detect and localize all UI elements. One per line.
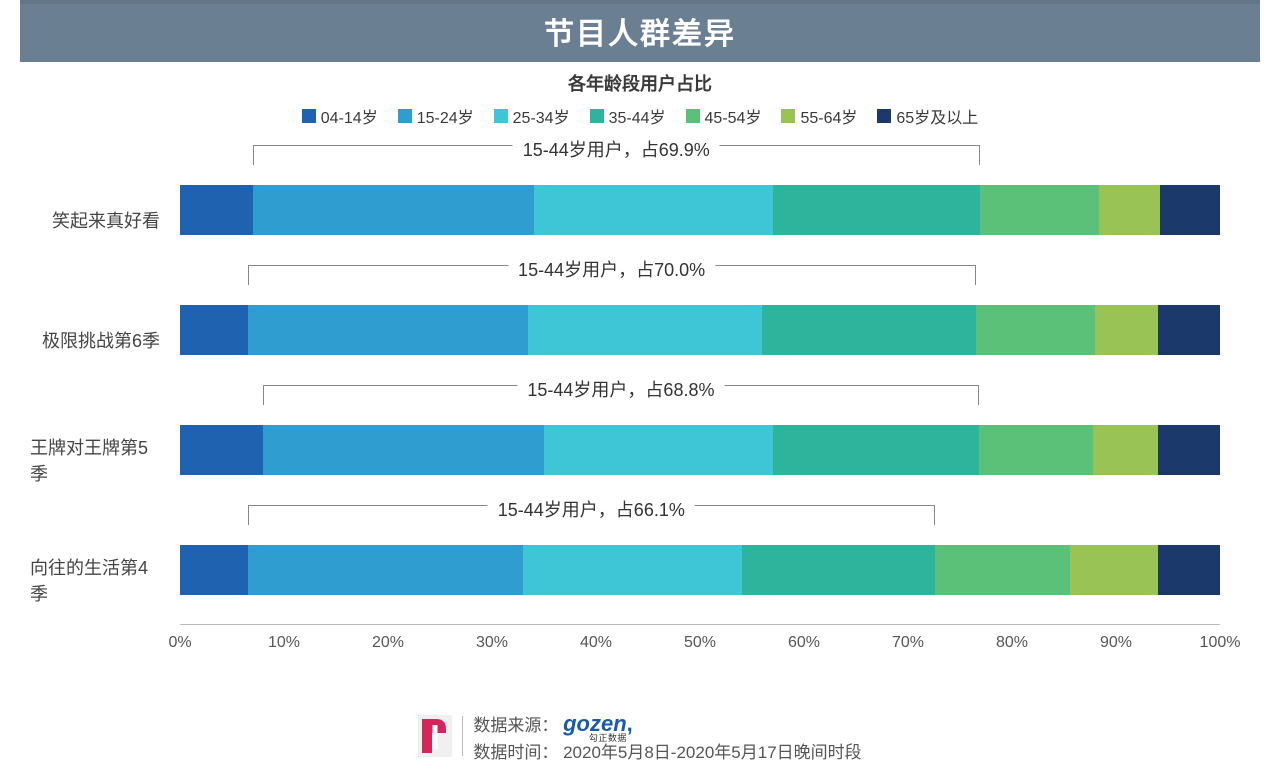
x-axis: 0%10%20%30%40%50%60%70%80%90%100% — [180, 624, 1220, 664]
bar-segment — [263, 425, 544, 475]
bar-segment — [762, 305, 975, 355]
time-label: 数据时间： — [473, 743, 558, 762]
title-bar: 节目人群差异 — [20, 0, 1260, 62]
legend-swatch — [781, 109, 795, 123]
bar-segment — [935, 545, 1070, 595]
x-tick: 50% — [684, 634, 716, 652]
x-axis-line — [180, 624, 1220, 625]
legend-label: 15-24岁 — [417, 104, 474, 128]
bracket: 15-44岁用户，占68.8% — [263, 385, 979, 405]
x-tick: 40% — [580, 634, 612, 652]
legend-item: 65岁及以上 — [877, 104, 978, 128]
bar-segment — [523, 545, 741, 595]
bar-segment — [180, 425, 263, 475]
legend-label: 65岁及以上 — [896, 104, 978, 128]
legend-swatch — [590, 109, 604, 123]
footer-text: 数据来源： gozen, 勾正数据 数据时间： 2020年5月8日-2020年5… — [473, 707, 861, 766]
legend-swatch — [302, 109, 316, 123]
bar-segment — [1070, 545, 1157, 595]
bar-segment — [1095, 305, 1157, 355]
bar-segment — [248, 545, 524, 595]
legend-label: 55-64岁 — [800, 104, 857, 128]
legend-swatch — [686, 109, 700, 123]
chart-row: 向往的生活第4季15-44岁用户，占66.1% — [180, 500, 1220, 620]
bracket-label: 15-44岁用户，占69.9% — [513, 136, 720, 162]
bar-segment — [980, 185, 1100, 235]
bar-segment — [534, 185, 773, 235]
bar-segment — [742, 545, 935, 595]
stacked-bar — [180, 545, 1220, 595]
bar-segment — [180, 545, 248, 595]
x-tick: 70% — [892, 634, 924, 652]
legend-label: 35-44岁 — [609, 104, 666, 128]
bar-segment — [248, 305, 529, 355]
bracket: 15-44岁用户，占66.1% — [248, 505, 935, 525]
bracket-label: 15-44岁用户，占66.1% — [488, 496, 695, 522]
bar-segment — [1160, 185, 1220, 235]
legend-item: 35-44岁 — [590, 104, 666, 128]
bar-segment — [976, 305, 1096, 355]
bar-segment — [253, 185, 534, 235]
bar-segment — [1158, 545, 1220, 595]
bracket: 15-44岁用户，占70.0% — [248, 265, 976, 285]
row-label: 极限挑战第6季 — [30, 260, 170, 380]
bar-segment — [1158, 425, 1220, 475]
stacked-bar — [180, 425, 1220, 475]
bar-segment — [1158, 305, 1220, 355]
chart-row: 极限挑战第6季15-44岁用户，占70.0% — [180, 260, 1220, 380]
x-tick: 90% — [1100, 634, 1132, 652]
x-tick: 20% — [372, 634, 404, 652]
stacked-bar — [180, 185, 1220, 235]
bar-segment — [1093, 425, 1157, 475]
x-tick: 30% — [476, 634, 508, 652]
page-title: 节目人群差异 — [544, 9, 736, 53]
chart-row: 笑起来真好看15-44岁用户，占69.9% — [180, 140, 1220, 260]
legend-item: 45-54岁 — [686, 104, 762, 128]
legend-item: 55-64岁 — [781, 104, 857, 128]
chart-subtitle: 各年龄段用户占比 — [0, 70, 1280, 96]
row-label: 向往的生活第4季 — [30, 500, 170, 620]
bar-segment — [180, 185, 253, 235]
chart-row: 王牌对王牌第5季15-44岁用户，占68.8% — [180, 380, 1220, 500]
top-shadow — [20, 0, 1260, 4]
x-tick: 80% — [996, 634, 1028, 652]
bar-segment — [528, 305, 762, 355]
x-tick: 100% — [1200, 634, 1241, 652]
footer-divider — [462, 716, 463, 756]
legend-item: 25-34岁 — [494, 104, 570, 128]
x-tick: 60% — [788, 634, 820, 652]
row-label: 王牌对王牌第5季 — [30, 380, 170, 500]
bar-segment — [773, 185, 980, 235]
plot-region: 笑起来真好看15-44岁用户，占69.9%极限挑战第6季15-44岁用户，占70… — [180, 140, 1220, 624]
legend-item: 15-24岁 — [398, 104, 474, 128]
source-brand-sub: 勾正数据 — [589, 732, 627, 746]
stacked-bar — [180, 305, 1220, 355]
time-value: 2020年5月8日-2020年5月17日晚间时段 — [563, 743, 862, 762]
chart-area: 笑起来真好看15-44岁用户，占69.9%极限挑战第6季15-44岁用户，占70… — [30, 140, 1250, 664]
legend-swatch — [398, 109, 412, 123]
x-tick: 10% — [268, 634, 300, 652]
source-label: 数据来源： — [473, 716, 558, 735]
bar-segment — [1099, 185, 1159, 235]
bar-segment — [773, 425, 979, 475]
legend-label: 45-54岁 — [705, 104, 762, 128]
footer-source-line: 数据来源： gozen, 勾正数据 — [473, 707, 861, 740]
footer-time-line: 数据时间： 2020年5月8日-2020年5月17日晚间时段 — [473, 740, 861, 766]
bracket: 15-44岁用户，占69.9% — [253, 145, 980, 165]
bar-segment — [979, 425, 1093, 475]
legend-swatch — [877, 109, 891, 123]
bracket-label: 15-44岁用户，占68.8% — [517, 376, 724, 402]
bracket-label: 15-44岁用户，占70.0% — [508, 256, 715, 282]
bar-segment — [180, 305, 248, 355]
footer-logo-icon — [418, 715, 452, 757]
row-label: 笑起来真好看 — [30, 140, 170, 260]
x-tick: 0% — [168, 634, 191, 652]
footer: 数据来源： gozen, 勾正数据 数据时间： 2020年5月8日-2020年5… — [0, 707, 1280, 766]
legend-item: 04-14岁 — [302, 104, 378, 128]
legend-label: 25-34岁 — [513, 104, 570, 128]
legend-swatch — [494, 109, 508, 123]
bar-segment — [544, 425, 773, 475]
legend: 04-14岁 15-24岁 25-34岁 35-44岁 45-54岁 55-64岁 65岁及… — [0, 104, 1280, 128]
legend-label: 04-14岁 — [321, 104, 378, 128]
